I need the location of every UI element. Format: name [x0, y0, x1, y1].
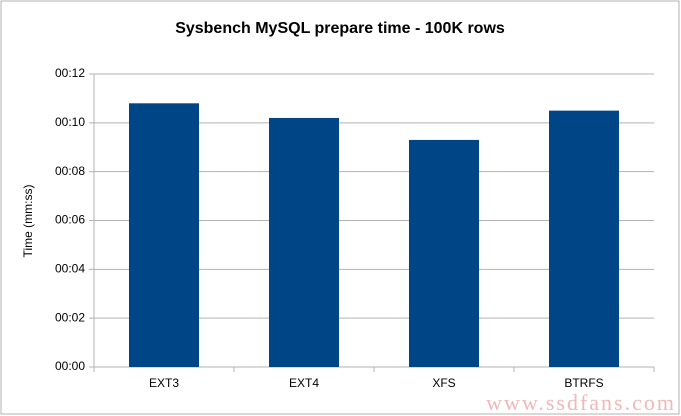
y-tick-label: 00:10: [55, 115, 85, 129]
y-tick-label: 00:04: [55, 262, 85, 276]
x-tick-label: EXT4: [289, 376, 319, 390]
watermark: www.ssdfans.com: [486, 390, 676, 415]
bar: [269, 117, 339, 367]
y-tick-label: 00:00: [55, 359, 85, 373]
y-axis-label: Time (mm:ss): [21, 185, 35, 258]
y-tick-label: 00:02: [55, 310, 85, 324]
y-tick-label: 00:08: [55, 164, 85, 178]
x-tick-label: EXT3: [149, 376, 179, 390]
bar: [409, 139, 479, 367]
y-tick-label: 00:12: [55, 66, 85, 80]
bar: [549, 110, 619, 367]
x-tick-label: XFS: [432, 376, 455, 390]
bar: [129, 103, 199, 368]
y-tick-label: 00:06: [55, 213, 85, 227]
chart-title: Sysbench MySQL prepare time - 100K rows: [175, 20, 505, 37]
x-tick-label: BTRFS: [564, 376, 603, 390]
